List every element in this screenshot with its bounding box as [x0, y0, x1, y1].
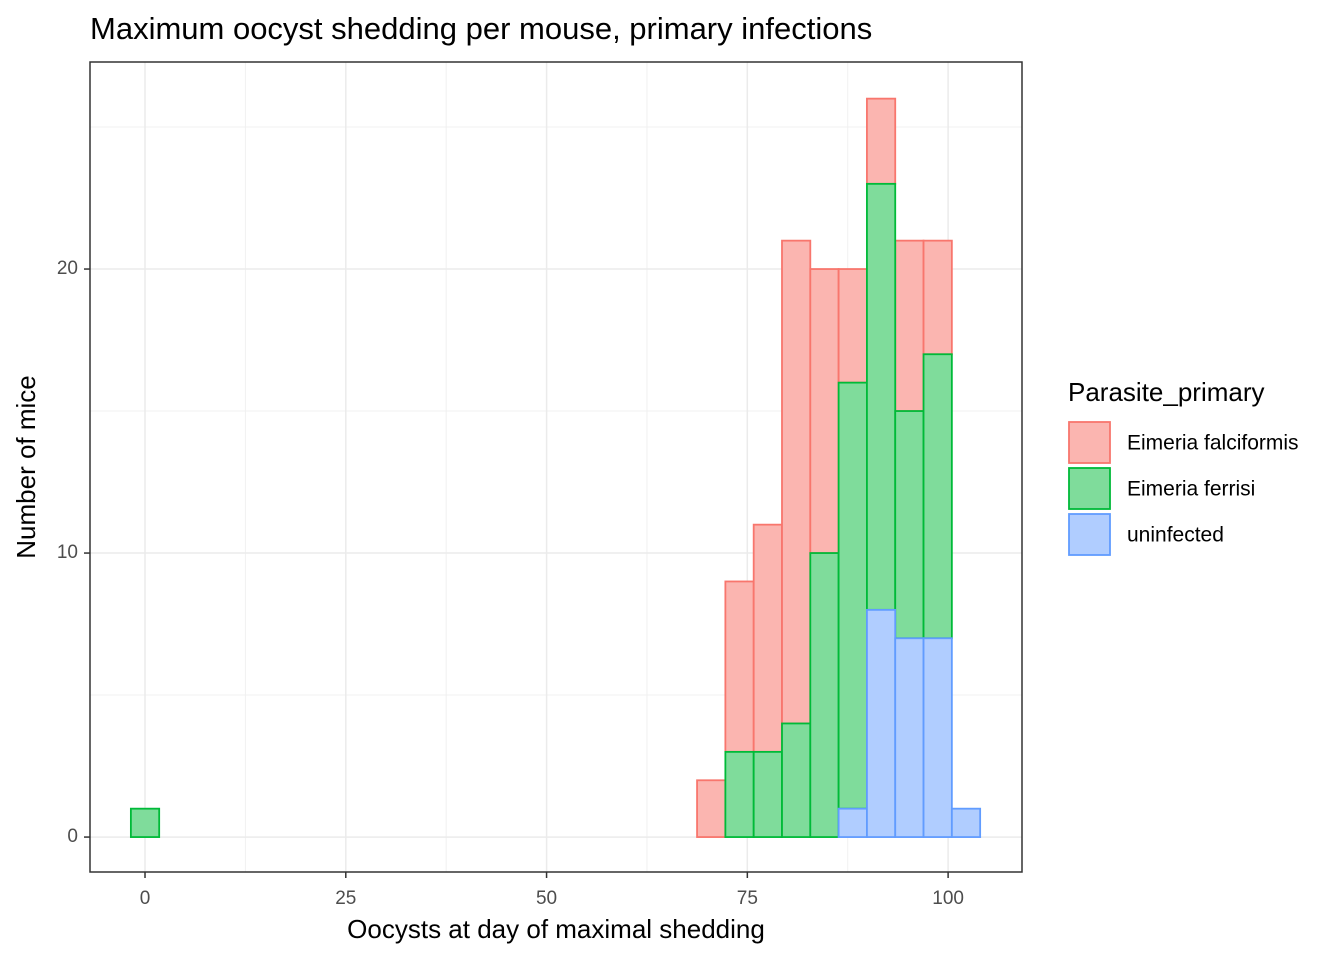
legend-title: Parasite_primary: [1068, 377, 1265, 407]
legend-key: [1068, 467, 1111, 510]
bar: [894, 239, 925, 412]
bar: [752, 750, 783, 838]
y-axis-label: Number of mice: [11, 375, 41, 559]
bar: [866, 97, 897, 185]
x-tick-label: 0: [140, 888, 151, 909]
bar: [809, 552, 840, 838]
bar: [837, 381, 868, 810]
bar: [696, 779, 727, 838]
bar: [781, 722, 812, 838]
bar: [809, 268, 840, 554]
bar: [752, 523, 783, 753]
legend-key: [1068, 513, 1111, 556]
bar: [922, 353, 953, 640]
y-tick-label: 0: [67, 826, 78, 847]
y-tick-label: 20: [57, 258, 78, 279]
bar: [129, 807, 161, 838]
legend-key: [1068, 421, 1111, 464]
legend-label: Eimeria falciformis: [1127, 432, 1299, 455]
bar: [837, 268, 868, 384]
chart-title: Maximum oocyst shedding per mouse, prima…: [90, 11, 872, 46]
bar: [724, 580, 755, 753]
x-tick-label: 50: [536, 888, 557, 909]
x-tick-label: 75: [737, 888, 758, 909]
x-axis-label: Oocysts at day of maximal shedding: [347, 914, 765, 944]
y-tick-label: 10: [57, 542, 78, 563]
bar: [724, 750, 755, 838]
bar: [837, 807, 868, 838]
bar: [950, 807, 982, 838]
bar: [894, 637, 925, 838]
bar: [781, 239, 812, 725]
legend-label: Eimeria ferrisi: [1127, 478, 1255, 501]
bar: [866, 608, 897, 838]
bar: [866, 182, 897, 611]
bar: [894, 410, 925, 640]
bar: [922, 637, 953, 838]
panel-border: [89, 61, 1023, 873]
x-tick-label: 100: [932, 888, 964, 909]
x-tick-label: 25: [335, 888, 356, 909]
legend-label: uninfected: [1127, 524, 1224, 547]
bar: [922, 239, 953, 356]
